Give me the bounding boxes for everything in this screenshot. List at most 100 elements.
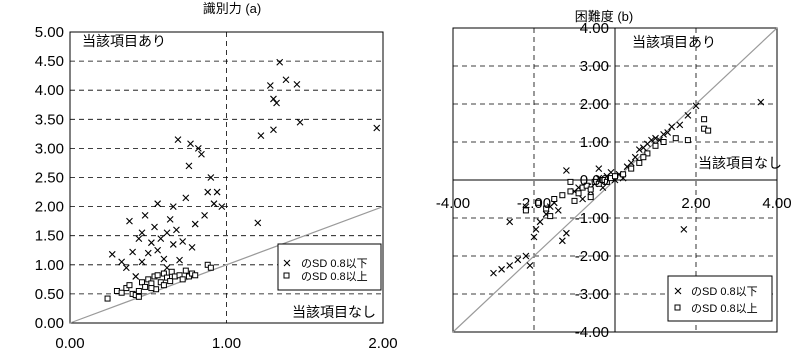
- a-point-x: [276, 58, 284, 66]
- a-point-square: [142, 283, 149, 290]
- b-point-square: [672, 135, 679, 142]
- legend-a: のSD 0.8以下 のSD 0.8以上: [277, 243, 382, 291]
- b-point-square: [567, 178, 574, 185]
- b-point-x: [635, 146, 643, 153]
- y-tick-label-b: -1.00: [575, 210, 609, 227]
- b-point-square: [535, 199, 542, 206]
- a-point-x: [213, 188, 221, 196]
- b-point-x: [627, 159, 635, 167]
- legend-marker-square-b: [674, 304, 681, 311]
- a-point-x: [138, 258, 146, 266]
- a-point-square: [164, 274, 171, 281]
- a-point-x: [179, 238, 187, 245]
- b-point-square: [595, 180, 602, 187]
- y-tick-label-b: 2.00: [580, 96, 609, 113]
- b-point-square: [522, 207, 529, 214]
- points-b: [490, 98, 765, 277]
- chart-title-b: 困難度 (b): [575, 9, 634, 24]
- b-point-square: [583, 182, 590, 189]
- a-point-square: [154, 272, 161, 279]
- y-tick-label-a: 2.50: [35, 170, 64, 187]
- a-point-x: [154, 246, 162, 254]
- a-point-square: [135, 287, 142, 294]
- b-point-square: [575, 190, 582, 197]
- b-point-x: [631, 153, 639, 161]
- a-point-square: [135, 293, 142, 300]
- b-point-square: [660, 139, 667, 145]
- a-point-square: [148, 285, 155, 292]
- a-point-x: [257, 132, 265, 139]
- a-point-x: [218, 203, 226, 210]
- legend-marker-square-a: [283, 272, 290, 279]
- b-point-square: [701, 116, 708, 123]
- y-tick-label-a: 4.50: [35, 53, 64, 70]
- b-point-x: [558, 237, 566, 245]
- y-tick-label-b: 4.00: [580, 20, 609, 37]
- b-point-square: [644, 150, 651, 157]
- a-point-x: [154, 200, 162, 208]
- a-point-x: [144, 249, 152, 257]
- b-point-square: [603, 178, 610, 185]
- a-point-square: [182, 267, 189, 274]
- a-point-x: [163, 229, 171, 237]
- chart-title-a: 識別力 (a): [203, 1, 262, 16]
- a-point-square: [126, 282, 133, 289]
- b-point-square: [684, 137, 691, 144]
- a-point-x: [194, 145, 202, 152]
- b-point-x: [680, 226, 688, 233]
- legend-label-square-b: のSD 0.8以上: [691, 302, 758, 315]
- x-tick-label-a: 1.00: [212, 335, 241, 352]
- x-tick-label-b: -4.00: [436, 195, 470, 212]
- x-tick-label-a: 0.00: [55, 335, 84, 352]
- a-point-x: [122, 264, 130, 272]
- y-tick-label-a: 2.00: [35, 199, 64, 216]
- a-point-x: [201, 211, 208, 219]
- a-point-square: [179, 276, 186, 283]
- a-point-x: [108, 250, 116, 258]
- b-point-square: [636, 159, 643, 166]
- b-point-x: [676, 121, 684, 129]
- a-point-square: [104, 295, 111, 302]
- a-point-x: [266, 82, 274, 89]
- b-point-square: [587, 186, 594, 193]
- y-tick-label-a: 1.00: [35, 257, 64, 274]
- a-point-square: [160, 282, 167, 289]
- a-point-x: [169, 203, 177, 210]
- a-point-square: [145, 276, 152, 283]
- b-point-x: [530, 233, 538, 241]
- a-point-x: [373, 124, 381, 132]
- legend-label-square-a: のSD 0.8以上: [301, 270, 368, 283]
- a-point-x: [270, 126, 277, 134]
- chart-discrimination: 0.00 0.50 1.00 1.50 2.00 2.50 3.00 3.50 4.00 4.50…: [35, 1, 398, 352]
- b-point-x: [563, 229, 570, 237]
- points-a: [104, 58, 381, 302]
- legend-box-b: [667, 275, 773, 322]
- ticks-a: 0.00 0.50 1.00 1.50 2.00 2.50 3.00 3.50 4.00 4.50…: [35, 24, 398, 352]
- b-point-x: [579, 195, 586, 203]
- b-point-square: [640, 154, 647, 161]
- a-point-x: [282, 76, 290, 84]
- y-tick-label-a: 3.50: [35, 111, 64, 128]
- annotation-top-b: 当該項目あり: [632, 34, 716, 50]
- x-tick-label-b: 4.00: [762, 195, 791, 212]
- b-point-x: [536, 218, 544, 226]
- a-point-square: [192, 272, 199, 279]
- a-point-x: [129, 248, 136, 256]
- a-point-x: [191, 220, 199, 228]
- y-tick-label-b: -4.00: [575, 324, 609, 341]
- y-tick-label-a: 4.00: [35, 82, 64, 99]
- annotation-top-a: 当該項目あり: [82, 33, 166, 49]
- b-point-x: [522, 252, 530, 260]
- b-point-square: [559, 192, 566, 199]
- x-tick-label-a: 2.00: [368, 335, 397, 352]
- b-point-square: [612, 173, 618, 180]
- legend-marker-x-b: [674, 287, 682, 295]
- legend-b: のSD 0.8以下 のSD 0.8以上: [667, 275, 773, 322]
- b-point-x: [660, 131, 667, 138]
- a-point-square: [176, 272, 183, 279]
- a-point-x: [176, 256, 183, 264]
- b-point-square: [705, 127, 712, 134]
- a-point-x: [204, 188, 212, 196]
- b-point-x: [595, 165, 603, 172]
